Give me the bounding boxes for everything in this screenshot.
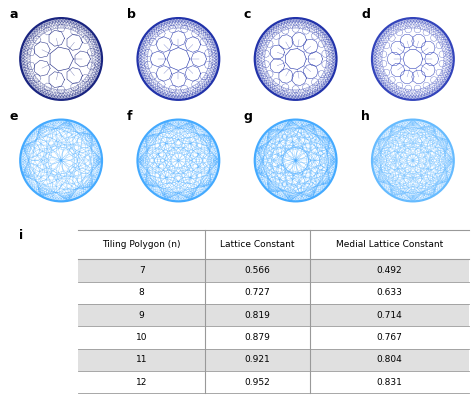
Bar — [78, 326, 469, 349]
Text: 0.804: 0.804 — [377, 356, 402, 364]
Text: 0.819: 0.819 — [245, 311, 271, 320]
Text: h: h — [361, 110, 370, 123]
Text: 9: 9 — [139, 311, 145, 320]
Bar — [78, 304, 469, 326]
Bar — [78, 371, 469, 393]
Text: 7: 7 — [139, 266, 145, 275]
Text: 0.767: 0.767 — [377, 333, 402, 342]
Text: 10: 10 — [136, 333, 147, 342]
Text: 0.566: 0.566 — [245, 266, 271, 275]
Text: 0.921: 0.921 — [245, 356, 271, 364]
Text: 0.714: 0.714 — [377, 311, 402, 320]
Bar — [78, 282, 469, 304]
Text: 0.952: 0.952 — [245, 377, 271, 387]
Text: c: c — [244, 8, 251, 21]
Text: Lattice Constant: Lattice Constant — [220, 240, 295, 249]
Text: f: f — [127, 110, 132, 123]
Text: 0.492: 0.492 — [377, 266, 402, 275]
Text: d: d — [361, 8, 370, 21]
Text: 0.831: 0.831 — [377, 377, 402, 387]
Bar — [78, 259, 469, 282]
Text: e: e — [9, 110, 18, 123]
Text: 0.879: 0.879 — [245, 333, 271, 342]
Text: 0.633: 0.633 — [377, 288, 402, 297]
Text: 12: 12 — [136, 377, 147, 387]
Text: a: a — [9, 8, 18, 21]
Text: b: b — [127, 8, 136, 21]
Text: g: g — [244, 110, 253, 123]
Text: Tiling Polygon (n): Tiling Polygon (n) — [102, 240, 181, 249]
Text: 11: 11 — [136, 356, 147, 364]
Text: 0.727: 0.727 — [245, 288, 271, 297]
Bar — [78, 349, 469, 371]
Text: Medial Lattice Constant: Medial Lattice Constant — [336, 240, 443, 249]
Text: i: i — [19, 229, 23, 241]
Text: 8: 8 — [139, 288, 145, 297]
